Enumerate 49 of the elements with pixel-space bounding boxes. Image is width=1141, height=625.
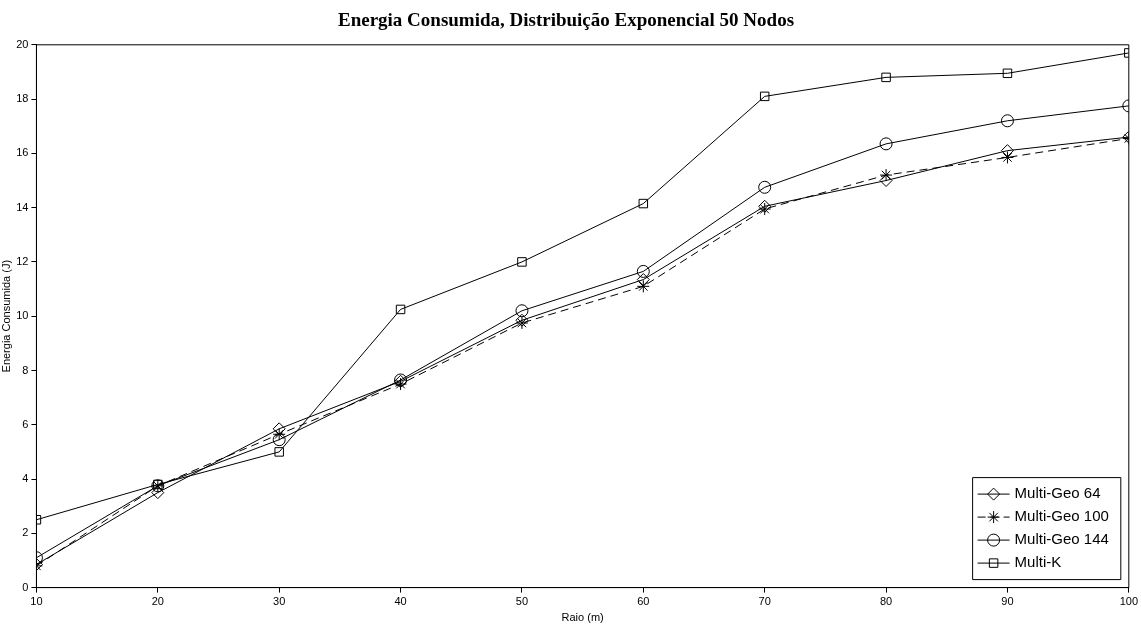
point xyxy=(636,273,650,287)
point xyxy=(1000,150,1014,164)
point xyxy=(879,168,893,182)
point xyxy=(638,198,649,209)
point xyxy=(1000,114,1014,128)
x-tick-label: 40 xyxy=(394,595,407,608)
x-tick-label: 90 xyxy=(1001,595,1014,608)
point xyxy=(1000,144,1014,158)
point xyxy=(151,486,165,500)
point xyxy=(274,447,284,457)
y-tick-label: 20 xyxy=(16,37,29,50)
x-tick-label: 10 xyxy=(30,595,43,608)
point xyxy=(272,427,286,441)
legend-label: Multi-Geo 100 xyxy=(1014,507,1109,525)
x-tick-label: 50 xyxy=(515,595,529,608)
x-tick-label: 20 xyxy=(151,595,164,608)
x-tick-label: 30 xyxy=(273,595,286,608)
point xyxy=(394,377,408,391)
y-tick-label: 0 xyxy=(22,580,29,593)
point xyxy=(759,91,770,102)
point xyxy=(879,137,893,151)
point xyxy=(758,180,772,194)
chart-title: Energia Consumida, Distribuição Exponencial 50 Nodos xyxy=(337,9,795,31)
y-tick-label: 16 xyxy=(16,146,29,159)
point xyxy=(636,264,650,278)
y-tick-label: 14 xyxy=(16,200,29,213)
x-axis-title: Raio (m) xyxy=(561,611,604,624)
x-tick-label: 100 xyxy=(1119,595,1138,608)
point xyxy=(272,433,286,447)
point xyxy=(636,279,650,293)
y-axis-title: Energia Consumida (J) xyxy=(0,259,12,373)
legend-label: Multi-Geo 64 xyxy=(1014,484,1101,502)
point xyxy=(395,304,406,315)
y-tick-label: 8 xyxy=(22,363,29,376)
legend-label: Multi-Geo 144 xyxy=(1014,530,1109,548)
y-tick-label: 4 xyxy=(22,472,29,485)
y-tick-label: 18 xyxy=(16,92,29,105)
legend-label: Multi-K xyxy=(1014,553,1062,571)
x-tick-label: 80 xyxy=(879,595,893,608)
y-tick-label: 6 xyxy=(22,417,29,430)
y-tick-label: 12 xyxy=(16,254,29,267)
y-tick-label: 10 xyxy=(16,309,29,322)
point xyxy=(881,72,891,83)
point xyxy=(517,257,527,267)
x-tick-label: 60 xyxy=(637,595,650,608)
y-tick-label: 2 xyxy=(22,526,29,539)
x-tick-label: 70 xyxy=(758,595,771,608)
point xyxy=(1002,68,1013,79)
point xyxy=(515,304,529,318)
